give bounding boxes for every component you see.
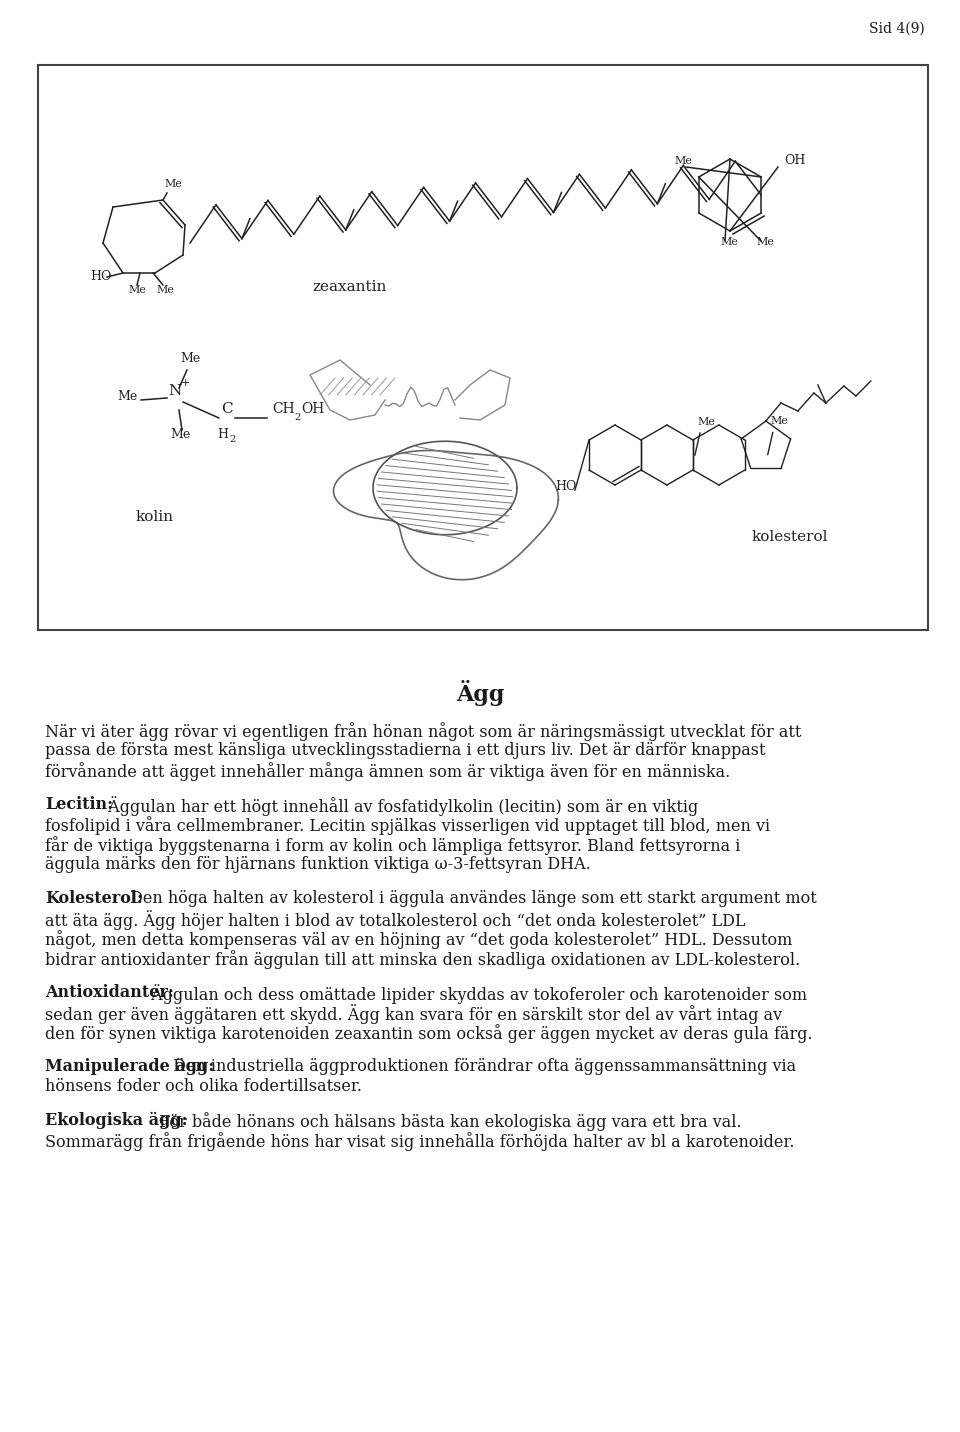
Text: Sid 4(9): Sid 4(9) — [869, 21, 925, 36]
Text: äggula märks den för hjärnans funktion viktiga ω-3-fettsyran DHA.: äggula märks den för hjärnans funktion v… — [45, 856, 590, 874]
Text: Ägg: Ägg — [456, 680, 504, 706]
Text: Den höga halten av kolesterol i äggula användes länge som ett starkt argument mo: Den höga halten av kolesterol i äggula a… — [125, 891, 816, 906]
Text: CH: CH — [272, 402, 295, 417]
Text: H: H — [218, 428, 228, 441]
Text: HO: HO — [90, 271, 111, 284]
Text: Äggulan och dess omättade lipider skyddas av tokoferoler och karotenoider som: Äggulan och dess omättade lipider skydda… — [147, 984, 807, 1004]
Text: +: + — [180, 378, 190, 388]
Bar — [38, 64, 928, 630]
Text: förvånande att ägget innehåller många ämnen som är viktiga även för en människa.: förvånande att ägget innehåller många äm… — [45, 762, 731, 780]
Text: Me: Me — [720, 238, 738, 246]
Text: 2: 2 — [228, 435, 235, 444]
Text: får de viktiga byggstenarna i form av kolin och lämpliga fettsyror. Bland fettsy: får de viktiga byggstenarna i form av ko… — [45, 836, 740, 855]
Text: Me: Me — [771, 417, 788, 427]
Text: Me: Me — [170, 428, 190, 441]
Text: OH: OH — [301, 402, 324, 417]
Text: För både hönans och hälsans bästa kan ekologiska ägg vara ett bra val.: För både hönans och hälsans bästa kan ek… — [154, 1113, 741, 1131]
Text: zeaxantin: zeaxantin — [313, 281, 387, 294]
Text: Me: Me — [674, 156, 692, 166]
Text: Lecitin:: Lecitin: — [45, 796, 113, 813]
Text: kolin: kolin — [136, 510, 174, 524]
Text: kolesterol: kolesterol — [752, 530, 828, 544]
Text: C: C — [221, 402, 233, 417]
Text: Me: Me — [180, 352, 200, 365]
Text: sedan ger även äggätaren ett skydd. Ägg kan svara för en särskilt stor del av vå: sedan ger även äggätaren ett skydd. Ägg … — [45, 1004, 782, 1024]
Text: Me: Me — [128, 285, 146, 295]
Text: Äggulan har ett högt innehåll av fosfatidylkolin (lecitin) som är en viktig: Äggulan har ett högt innehåll av fosfati… — [103, 796, 698, 816]
Text: att äta ägg. Ägg höjer halten i blod av totalkolesterol och “det onda kolesterol: att äta ägg. Ägg höjer halten i blod av … — [45, 909, 746, 929]
Text: Sommarägg från frigående höns har visat sig innehålla förhöjda halter av bl a ka: Sommarägg från frigående höns har visat … — [45, 1133, 795, 1151]
Text: passa de första mest känsliga utvecklingsstadierna i ett djurs liv. Det är därfö: passa de första mest känsliga utveckling… — [45, 742, 765, 759]
Text: Kolesterol:: Kolesterol: — [45, 891, 143, 906]
Text: Manipulerade ägg:: Manipulerade ägg: — [45, 1058, 214, 1075]
Text: fosfolipid i våra cellmembraner. Lecitin spjälkas visserligen vid upptaget till : fosfolipid i våra cellmembraner. Lecitin… — [45, 816, 770, 835]
Text: Den industriella äggproduktionen förändrar ofta äggenssammansättning via: Den industriella äggproduktionen förändr… — [168, 1058, 796, 1075]
Text: Antioxidanter:: Antioxidanter: — [45, 984, 174, 1001]
Text: bidrar antioxidanter från äggulan till att minska den skadliga oxidationen av LD: bidrar antioxidanter från äggulan till a… — [45, 949, 801, 969]
Text: N: N — [168, 384, 181, 398]
Text: 2: 2 — [294, 412, 300, 422]
Text: OH: OH — [784, 155, 805, 168]
Text: Me: Me — [164, 179, 182, 189]
Text: Ekologiska ägg:: Ekologiska ägg: — [45, 1113, 187, 1130]
Text: Me: Me — [117, 390, 137, 402]
Text: Me: Me — [756, 238, 774, 246]
Text: HO: HO — [555, 480, 576, 493]
Text: den för synen viktiga karotenoiden zeaxantin som också ger äggen mycket av deras: den för synen viktiga karotenoiden zeaxa… — [45, 1024, 812, 1042]
Text: När vi äter ägg rövar vi egentligen från hönan något som är näringsmässigt utvec: När vi äter ägg rövar vi egentligen från… — [45, 722, 802, 740]
Text: Me: Me — [698, 417, 716, 427]
Text: hönsens foder och olika fodertillsatser.: hönsens foder och olika fodertillsatser. — [45, 1078, 362, 1095]
Text: Me: Me — [156, 285, 174, 295]
Text: något, men detta kompenseras väl av en höjning av “det goda kolesterolet” HDL. D: något, men detta kompenseras väl av en h… — [45, 929, 792, 949]
